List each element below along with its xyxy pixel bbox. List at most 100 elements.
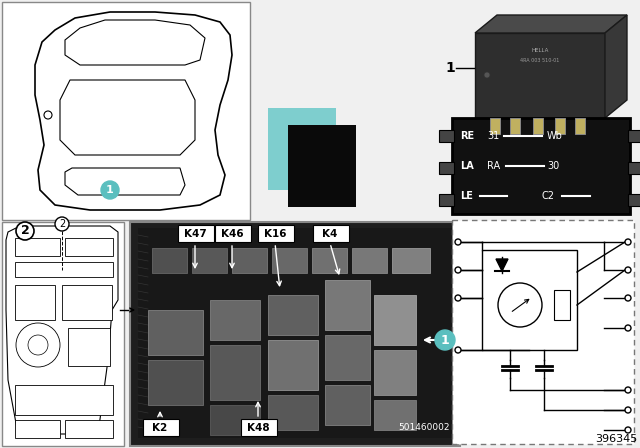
Circle shape [498, 283, 542, 327]
Text: 1: 1 [445, 61, 455, 75]
Text: RA: RA [487, 161, 500, 171]
Polygon shape [496, 259, 508, 271]
Bar [143, 419, 179, 436]
Bar [288, 125, 356, 207]
Circle shape [55, 217, 69, 231]
Bar [130, 222, 460, 446]
Text: 2: 2 [20, 224, 29, 237]
Bar [490, 118, 500, 134]
Bar [268, 108, 336, 190]
Bar [192, 248, 227, 273]
Text: Wb: Wb [547, 131, 563, 141]
Bar [15, 420, 60, 438]
Text: K47: K47 [184, 229, 206, 239]
Text: 4RA 003 510-01: 4RA 003 510-01 [520, 57, 560, 63]
Circle shape [455, 347, 461, 353]
Polygon shape [475, 15, 627, 33]
Bar [374, 295, 416, 345]
Bar [68, 328, 110, 366]
Bar [232, 248, 267, 273]
Text: 1: 1 [440, 333, 449, 346]
Circle shape [625, 295, 631, 301]
Text: 1: 1 [106, 185, 114, 195]
Bar [555, 118, 565, 134]
Text: 31: 31 [487, 131, 499, 141]
Bar [15, 285, 55, 320]
Bar [268, 395, 318, 430]
Bar [148, 360, 203, 405]
Bar [65, 238, 113, 256]
Bar [554, 290, 570, 320]
Text: 501460002: 501460002 [399, 423, 450, 432]
Circle shape [16, 222, 34, 240]
Circle shape [484, 72, 490, 78]
Bar [215, 225, 251, 242]
Bar [148, 310, 203, 355]
Polygon shape [35, 12, 232, 210]
Bar [439, 194, 454, 206]
Text: K16: K16 [264, 229, 286, 239]
Bar [15, 262, 113, 277]
Bar [152, 248, 187, 273]
Bar [452, 220, 634, 444]
Bar [2, 2, 250, 220]
Bar [628, 162, 640, 174]
Bar [241, 419, 277, 436]
Circle shape [625, 325, 631, 331]
Bar [62, 285, 112, 320]
Bar [352, 248, 387, 273]
Circle shape [455, 295, 461, 301]
Bar [272, 248, 307, 273]
Bar [392, 248, 430, 273]
Bar [575, 118, 585, 134]
Text: K46: K46 [221, 229, 243, 239]
Bar [628, 194, 640, 206]
Text: C2: C2 [542, 191, 555, 201]
Circle shape [455, 267, 461, 273]
Bar [628, 130, 640, 142]
Circle shape [28, 335, 48, 355]
Polygon shape [65, 20, 205, 65]
Polygon shape [6, 226, 118, 434]
Bar [210, 405, 260, 435]
Bar [374, 350, 416, 395]
Bar [210, 345, 260, 400]
Circle shape [16, 323, 60, 367]
Bar [312, 248, 347, 273]
Circle shape [625, 387, 631, 393]
Circle shape [625, 407, 631, 413]
Text: 396345: 396345 [595, 434, 637, 444]
Text: K4: K4 [323, 229, 338, 239]
Text: LA: LA [460, 161, 474, 171]
Bar [15, 385, 113, 415]
Bar [325, 335, 370, 380]
Circle shape [625, 239, 631, 245]
Bar [268, 340, 318, 390]
Bar [482, 250, 577, 350]
Text: K2: K2 [152, 423, 168, 433]
Text: LE: LE [460, 191, 473, 201]
Text: K48: K48 [246, 423, 269, 433]
Bar [475, 33, 605, 118]
Text: 2: 2 [59, 219, 65, 229]
Polygon shape [65, 168, 185, 195]
Bar [452, 118, 630, 214]
Circle shape [101, 181, 119, 199]
Bar [268, 295, 318, 335]
Bar [313, 225, 349, 242]
Bar [2, 222, 124, 446]
Polygon shape [60, 80, 195, 155]
Bar [439, 162, 454, 174]
Polygon shape [605, 15, 627, 118]
Bar [65, 420, 113, 438]
Bar [178, 225, 214, 242]
Text: HELLA: HELLA [531, 47, 548, 52]
Circle shape [455, 239, 461, 245]
Circle shape [435, 330, 455, 350]
Circle shape [625, 267, 631, 273]
Text: RE: RE [460, 131, 474, 141]
Bar [138, 228, 452, 438]
Bar [510, 118, 520, 134]
Bar [374, 400, 416, 430]
Bar [439, 130, 454, 142]
